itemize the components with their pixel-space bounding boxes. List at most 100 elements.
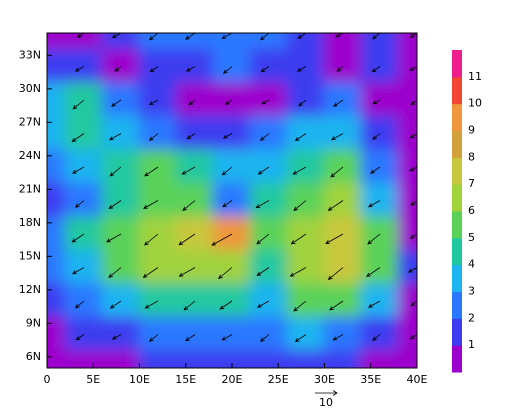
wind-arrow (289, 267, 307, 277)
wind-arrow (330, 166, 344, 178)
colorbar-swatch (452, 157, 462, 185)
wind-arrow (111, 99, 122, 107)
wind-arrow (109, 300, 122, 309)
wind-arrow (366, 267, 381, 277)
wind-arrow (296, 66, 307, 72)
field-cell (397, 249, 417, 286)
colorbar-label: 11 (468, 70, 482, 83)
field-cell (286, 350, 326, 368)
y-tick-label: 33N (19, 48, 41, 61)
x-tick-label: 15E (175, 373, 196, 386)
wind-arrow (257, 166, 270, 175)
wind-arrow (144, 300, 159, 309)
x-tick-label: 35E (360, 373, 381, 386)
x-tick-label: 30E (314, 373, 335, 386)
colorbar-swatch (452, 184, 462, 212)
field-cell (47, 216, 67, 252)
wind-arrow (41, 368, 47, 372)
wind-arrow (330, 133, 344, 141)
wind-arrow (142, 267, 159, 278)
wind-arrow (409, 334, 417, 340)
field-cell (397, 182, 417, 219)
y-tick-label: 12N (19, 283, 41, 296)
wind-arrow (144, 166, 159, 177)
field-cell (212, 33, 252, 51)
wind-arrow (71, 267, 85, 275)
colorbar-label: 7 (468, 177, 475, 190)
y-tick-label: 18N (19, 216, 41, 229)
wind-arrow (47, 133, 48, 135)
wind-arrow (259, 334, 270, 342)
wind-arrow (47, 167, 48, 168)
wind-arrow (290, 233, 307, 245)
wind-arrow (410, 300, 417, 307)
colorbar-swatch (452, 264, 462, 292)
y-tick-label: 15N (19, 249, 41, 262)
wind-arrow (106, 233, 122, 243)
x-tick-label: 25E (268, 373, 289, 386)
wind-arrow (333, 99, 344, 107)
wind-arrow (219, 300, 233, 310)
wind-arrow (329, 300, 344, 311)
wind-arrow (47, 200, 48, 201)
wind-arrow (148, 99, 159, 106)
wind-arrow (144, 233, 159, 246)
wind-arrow (371, 66, 381, 73)
wind-arrow (47, 33, 48, 34)
wind-arrow (120, 367, 121, 368)
colorbar-swatch (452, 345, 462, 373)
wind-arrow (256, 267, 270, 277)
wind-arrow (178, 267, 196, 277)
wind-arrow (367, 200, 381, 208)
field-area (41, 33, 417, 372)
wind-arrow (148, 334, 159, 342)
wind-arrow (372, 334, 381, 341)
wind-arrow (379, 367, 380, 368)
wind-arrow (409, 33, 417, 38)
colorbar-label: 10 (468, 97, 482, 110)
wind-arrow (224, 99, 233, 105)
wind-arrow (256, 300, 270, 308)
wind-arrow (370, 166, 381, 174)
field-cell (47, 33, 67, 51)
wind-arrow (327, 267, 344, 280)
wind-arrow (211, 233, 233, 246)
y-tick-label: 27N (19, 115, 41, 128)
wind-arrow (182, 200, 196, 211)
wind-arrow (108, 133, 122, 141)
field-cell (47, 48, 67, 85)
wind-arrow (194, 367, 195, 368)
wind-arrow (83, 367, 84, 368)
wind-arrow (372, 133, 381, 140)
colorbar: 1 2 3 4 5 6 7 8 9 10 11 (452, 50, 482, 373)
field-cell (286, 33, 326, 51)
field-cell (397, 216, 417, 252)
wind-arrow (409, 166, 417, 172)
wind-arrow (372, 33, 381, 40)
y-tick-label: 30N (19, 82, 41, 95)
colorbar-label: 3 (468, 285, 475, 298)
wind-arrow (416, 367, 417, 368)
field-cell (64, 33, 104, 51)
field-cell (397, 350, 417, 368)
wind-arrow (157, 367, 158, 368)
wind-arrow (293, 200, 307, 211)
field-cell (47, 82, 67, 118)
x-tick-label: 5E (86, 373, 100, 386)
wind-arrow (143, 200, 159, 209)
wind-arrow (335, 33, 344, 38)
wind-arrow (305, 367, 306, 368)
wind-arrow (74, 66, 85, 72)
field-cell (397, 149, 417, 185)
colorbar-label: 9 (468, 124, 475, 137)
colorbar-swatch (452, 291, 462, 319)
wind-arrow (109, 166, 122, 177)
wind-arrow (185, 334, 196, 342)
wind-arrow (72, 99, 85, 110)
reference-arrow (315, 390, 338, 396)
wind-arrow (410, 200, 417, 206)
wind-arrow (407, 267, 417, 273)
axes: 0 5E 10E 15E 20E 25E 30E 35E 40E 6N 9N 12N 15N 18N 21N… (19, 48, 428, 386)
wind-arrow (148, 133, 159, 141)
